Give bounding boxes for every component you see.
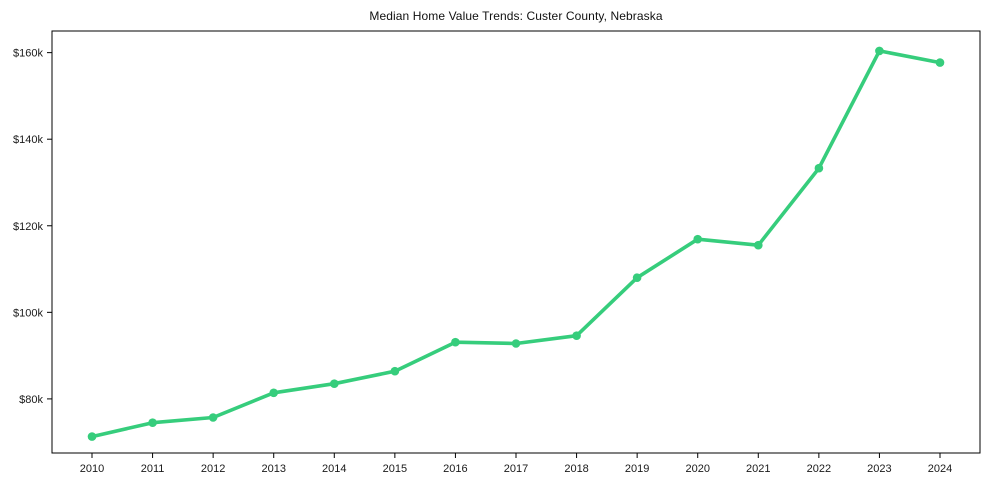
data-point [269,388,279,398]
y-tick-label: $140k [13,134,43,146]
data-point [572,331,581,341]
x-tick-label: 2017 [504,463,528,475]
y-tick-label: $100k [13,307,43,319]
data-point [875,46,884,56]
data-point [814,163,824,173]
data-point [511,339,521,348]
data-point [451,337,460,347]
plot-frame [51,30,981,454]
x-tick-label: 2018 [564,463,588,475]
x-tick-label: 2011 [141,463,165,475]
data-point [87,432,97,441]
data-point [390,366,400,376]
data-point [754,240,763,250]
value-line [90,49,942,439]
y-tick-label: $120k [13,221,43,233]
chart-title: Median Home Value Trends: Custer County,… [369,9,663,23]
data-point [632,273,642,283]
x-tick-label: 2015 [383,463,407,475]
data-point [208,413,218,422]
y-tick-label: $80k [19,394,43,406]
x-tick-label: 2013 [261,463,285,475]
x-tick-label: 2010 [80,463,104,475]
x-tick-label: 2019 [625,463,649,475]
x-tick-label: 2016 [443,463,467,475]
x-tick-label: 2022 [807,463,831,475]
data-point [935,58,945,67]
data-point [693,234,702,244]
x-tick-label: 2021 [746,463,770,475]
x-tick-label: 2014 [322,463,346,475]
data-point [330,379,339,389]
x-tick-label: 2012 [201,463,225,475]
x-tick-label: 2024 [928,463,952,475]
x-tick-label: 2023 [867,463,891,475]
x-tick-label: 2020 [685,463,709,475]
data-point [148,418,157,428]
y-tick-label: $160k [13,48,43,60]
